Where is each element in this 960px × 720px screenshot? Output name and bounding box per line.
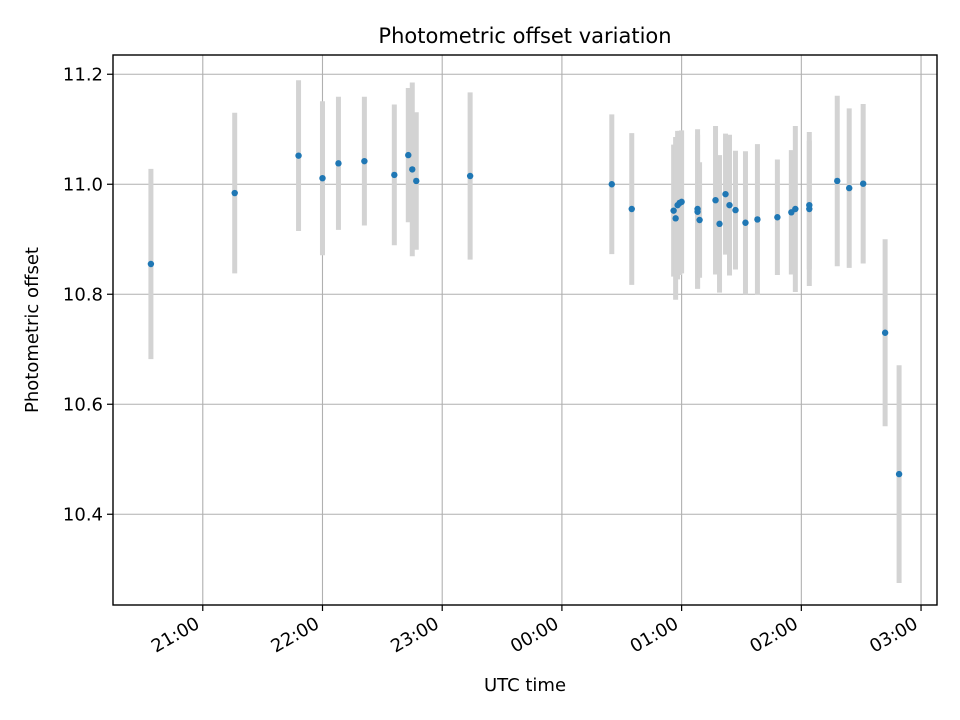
data-point	[466, 172, 474, 180]
data-point	[147, 260, 155, 268]
data-point	[628, 205, 635, 213]
y-tick-label: 11.0	[63, 174, 103, 195]
data-point	[335, 160, 342, 167]
chart-title: Photometric offset variation	[378, 24, 671, 48]
data-point	[694, 208, 701, 215]
data-point	[712, 197, 719, 204]
data-point	[391, 171, 398, 179]
data-point	[716, 220, 723, 228]
data-point	[722, 190, 729, 198]
data-point	[608, 181, 615, 188]
y-tick-label: 10.6	[63, 394, 103, 415]
data-point	[754, 216, 761, 223]
data-point	[409, 166, 416, 173]
y-tick-label: 10.4	[63, 504, 103, 525]
data-point	[881, 329, 889, 336]
y-axis-label: Photometric offset	[22, 247, 43, 413]
data-point	[834, 177, 841, 185]
data-point	[231, 189, 238, 197]
data-point	[806, 205, 813, 213]
y-tick-label: 11.2	[63, 64, 103, 85]
data-point	[696, 216, 703, 224]
data-point	[361, 157, 368, 165]
x-axis-label: UTC time	[484, 675, 566, 696]
data-point	[319, 175, 326, 182]
data-point	[774, 214, 781, 221]
data-point	[670, 207, 677, 214]
point-layer	[147, 151, 903, 478]
data-point	[413, 177, 420, 185]
data-point	[726, 201, 733, 209]
data-point	[859, 180, 867, 187]
data-point	[405, 151, 412, 159]
data-point	[792, 205, 799, 213]
data-point	[846, 184, 853, 192]
data-point	[732, 206, 739, 214]
y-axis-ticks: 10.4 10.6 10.8 11.0 11.2	[63, 64, 113, 525]
data-point	[672, 215, 679, 222]
data-point	[742, 219, 749, 226]
data-point	[895, 470, 903, 478]
y-tick-label: 10.8	[63, 284, 103, 305]
data-point	[295, 152, 302, 159]
plot-frame	[112, 54, 938, 606]
data-point	[678, 198, 685, 206]
